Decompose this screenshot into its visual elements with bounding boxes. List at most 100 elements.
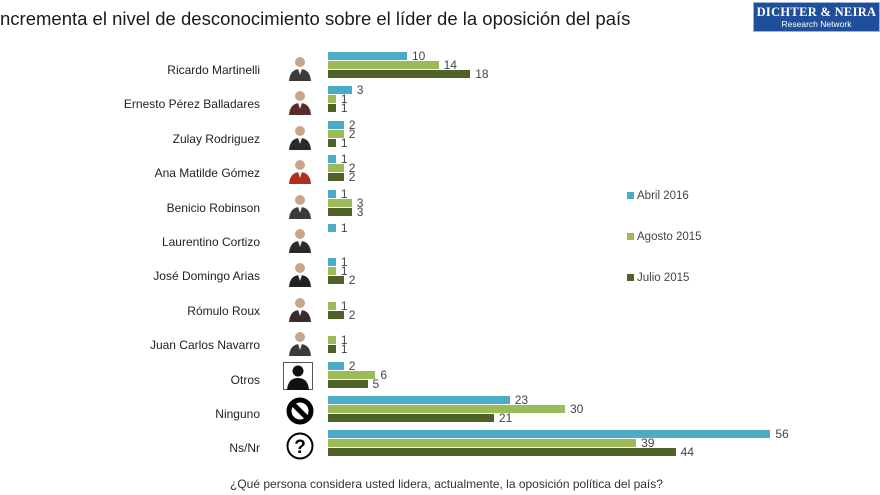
bar-abril-2016 bbox=[328, 52, 407, 60]
bar-julio-2015 bbox=[328, 379, 368, 388]
data-label: 1 bbox=[340, 221, 348, 235]
candidate-photo bbox=[286, 122, 314, 150]
data-label: 1 bbox=[340, 264, 348, 279]
data-label: 2 bbox=[348, 126, 356, 141]
legend-swatch bbox=[627, 274, 634, 281]
legend-item: Agosto 2015 bbox=[627, 231, 702, 243]
chart-row: Zulay Rodriguez 2 2 1 bbox=[0, 119, 880, 158]
category-label: Ana Matilde Gómez bbox=[154, 166, 260, 181]
chart-row: Laurentino Cortizo 1 bbox=[0, 222, 880, 261]
chart-row: Ninguno 23 30 21 bbox=[0, 394, 880, 433]
legend-label: Julio 2015 bbox=[637, 272, 690, 284]
category-label: Rómulo Roux bbox=[187, 303, 260, 318]
category-label: José Domingo Arias bbox=[153, 269, 260, 284]
bar-agosto-2015 bbox=[328, 95, 336, 104]
category-label: Benicio Robinson bbox=[166, 200, 260, 215]
candidate-photo bbox=[286, 259, 314, 288]
legend-label: Abril 2016 bbox=[637, 190, 689, 202]
legend-item: Abril 2016 bbox=[627, 190, 689, 202]
data-label: 3 bbox=[356, 83, 364, 98]
bar-julio-2015 bbox=[328, 448, 676, 457]
data-label: 2 bbox=[348, 307, 356, 322]
bar-agosto-2015 bbox=[328, 301, 336, 310]
legend-swatch bbox=[627, 192, 634, 199]
logo-name: DICHTER & NEIRA bbox=[756, 5, 877, 19]
data-label: 2 bbox=[348, 273, 356, 288]
bar-julio-2015 bbox=[328, 310, 344, 319]
data-label: 1 bbox=[340, 101, 348, 116]
data-label: 2 bbox=[348, 170, 356, 185]
bar-agosto-2015 bbox=[328, 267, 336, 276]
data-label: 1 bbox=[340, 255, 348, 270]
data-label: 3 bbox=[356, 195, 364, 210]
data-label: 1 bbox=[340, 152, 348, 167]
data-label: 14 bbox=[443, 58, 457, 72]
data-label: 3 bbox=[356, 204, 364, 219]
bar-julio-2015 bbox=[328, 276, 344, 285]
bar-abril-2016 bbox=[328, 396, 510, 404]
candidate-photo bbox=[286, 156, 314, 185]
bar-julio-2015 bbox=[328, 173, 344, 182]
data-label: 5 bbox=[372, 376, 380, 391]
data-label: 1 bbox=[340, 342, 348, 357]
bar-julio-2015 bbox=[328, 414, 494, 422]
candidate-photo bbox=[286, 225, 314, 253]
candidate-photo bbox=[286, 328, 314, 357]
bar-julio-2015 bbox=[328, 207, 352, 216]
bar-abril-2016 bbox=[328, 120, 344, 129]
bar-julio-2015 bbox=[328, 70, 471, 78]
bar-julio-2015 bbox=[328, 345, 336, 354]
candidate-photo bbox=[286, 294, 314, 322]
data-label: 1 bbox=[340, 298, 348, 313]
data-label: 30 bbox=[570, 402, 584, 416]
bar-abril-2016 bbox=[328, 155, 336, 164]
bar-abril-2016 bbox=[328, 86, 352, 95]
category-label: Zulay Rodriguez bbox=[172, 131, 260, 146]
chart-row: José Domingo Arias 1 1 2 bbox=[0, 256, 880, 295]
question-icon: ? bbox=[286, 431, 314, 460]
bar-agosto-2015 bbox=[328, 405, 565, 413]
candidate-photo bbox=[286, 87, 314, 116]
chart-row: Benicio Robinson 1 3 3 bbox=[0, 188, 880, 227]
category-label: Ricardo Martinelli bbox=[167, 63, 260, 77]
data-label: 44 bbox=[680, 445, 694, 460]
chart-row: Ernesto Pérez Balladares 3 1 1 bbox=[0, 84, 880, 123]
category-label: Ns/Nr bbox=[229, 441, 260, 456]
chart-row: Ana Matilde Gómez 1 2 2 bbox=[0, 153, 880, 192]
silhouette-icon bbox=[283, 361, 313, 390]
data-label: 1 bbox=[340, 135, 348, 150]
chart-row: Ricardo Martinelli 10 14 18 bbox=[0, 50, 880, 89]
data-label: 39 bbox=[641, 436, 655, 451]
bar-agosto-2015 bbox=[328, 198, 352, 207]
data-label: 21 bbox=[498, 411, 513, 425]
data-label: 6 bbox=[380, 367, 388, 382]
svg-text:?: ? bbox=[294, 437, 306, 458]
survey-question: ¿Qué persona considera usted lidera, act… bbox=[230, 477, 663, 491]
bar-abril-2016 bbox=[328, 189, 336, 198]
category-label: Ernesto Pérez Balladares bbox=[123, 97, 260, 112]
data-label: 18 bbox=[475, 67, 489, 81]
legend-label: Agosto 2015 bbox=[637, 231, 702, 243]
bar-abril-2016 bbox=[328, 430, 771, 439]
data-label: 10 bbox=[412, 49, 426, 63]
data-label: 2 bbox=[348, 161, 356, 176]
category-label: Ninguno bbox=[215, 407, 260, 421]
data-label: 2 bbox=[348, 358, 356, 373]
bar-agosto-2015 bbox=[328, 439, 637, 448]
data-label: 1 bbox=[340, 92, 348, 107]
logo-subtitle: Research Network bbox=[781, 19, 852, 29]
bar-julio-2015 bbox=[328, 104, 336, 113]
bar-abril-2016 bbox=[328, 361, 344, 370]
chart-row: Otros 2 6 5 bbox=[0, 360, 880, 399]
legend-swatch bbox=[627, 233, 634, 240]
chart-title: ncrementa el nivel de desconocimiento so… bbox=[0, 8, 631, 29]
legend-item: Julio 2015 bbox=[627, 272, 689, 284]
chart-row: Rómulo Roux 1 2 bbox=[0, 296, 880, 330]
data-label: 1 bbox=[340, 333, 348, 348]
chart-row: Ns/Nr? 56 39 44 bbox=[0, 428, 880, 467]
chart-row: Juan Carlos Navarro 1 1 bbox=[0, 330, 880, 364]
data-label: 56 bbox=[775, 427, 789, 442]
data-label: 1 bbox=[340, 186, 348, 201]
category-label: Juan Carlos Navarro bbox=[149, 338, 260, 353]
data-label: 23 bbox=[514, 393, 529, 407]
